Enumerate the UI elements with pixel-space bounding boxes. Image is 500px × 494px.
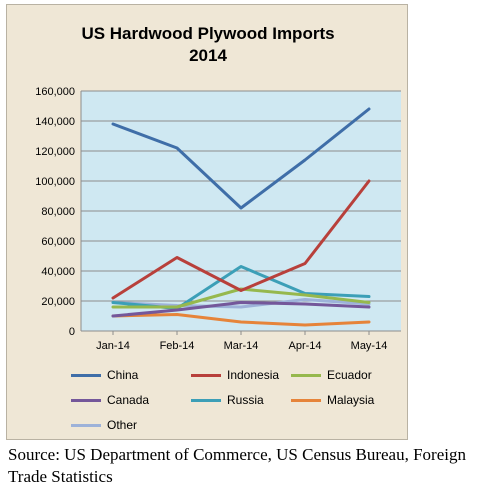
series-line-other (111, 298, 371, 309)
legend-item-russia: Russia (191, 392, 264, 408)
y-tick-label: 40,000 (41, 266, 75, 278)
legend-label: Indonesia (227, 368, 280, 382)
y-tick-label: 120,000 (35, 146, 75, 158)
chart-subtitle: 2014 (189, 46, 227, 65)
legend-item-other: Other (71, 417, 137, 433)
legend-swatch (291, 398, 321, 402)
source-note: Source: US Department of Commerce, US Ce… (8, 445, 466, 486)
line-chart: 0 20,000 40,000 60,000 80,000 100,000 120,000 1… (35, 86, 401, 352)
y-tick-label: 100,000 (35, 176, 75, 188)
x-tick-label: Jan-14 (96, 340, 130, 352)
legend-item-malaysia: Malaysia (291, 392, 374, 408)
legend-item-ecuador: Ecuador (291, 367, 372, 383)
legend-swatch (71, 398, 101, 402)
y-tick-label: 80,000 (41, 206, 75, 218)
legend-swatch (191, 373, 221, 377)
legend-label: China (107, 368, 139, 382)
legend-item-indonesia: Indonesia (191, 367, 279, 383)
x-tick-label: Feb-14 (160, 340, 195, 352)
series-line-china (111, 107, 371, 210)
legend-label: Canada (107, 393, 150, 407)
y-tick-label: 0 (69, 326, 75, 338)
chart-title-line: US Hardwood Plywood Imports (81, 24, 335, 43)
y-tick-label: 20,000 (41, 296, 75, 308)
legend-label: Russia (227, 393, 264, 407)
series-line-canada (111, 301, 371, 318)
y-tick-label: 140,000 (35, 116, 75, 128)
legend-item-canada: Canada (71, 392, 149, 408)
chart-frame: US Hardwood Plywood Imports 2014 0 20,000… (6, 4, 408, 440)
x-tick-label: Apr-14 (288, 340, 321, 352)
series-line-indonesia (111, 179, 371, 300)
legend-swatch (291, 373, 321, 377)
legend-swatch (71, 373, 101, 377)
x-tick-label: Mar-14 (224, 340, 259, 352)
series-line-malaysia (111, 313, 371, 327)
legend-swatch (71, 423, 101, 427)
legend-swatch (191, 398, 221, 402)
legend-label: Other (107, 418, 138, 432)
chart-title: US Hardwood Plywood Imports 2014 (7, 23, 409, 67)
x-tick-label: May-14 (351, 340, 388, 352)
legend-label: Malaysia (327, 393, 375, 407)
y-tick-label: 160,000 (35, 86, 75, 98)
legend-item-china: China (71, 367, 138, 383)
legend-label: Ecuador (327, 368, 372, 382)
y-tick-label: 60,000 (41, 236, 75, 248)
